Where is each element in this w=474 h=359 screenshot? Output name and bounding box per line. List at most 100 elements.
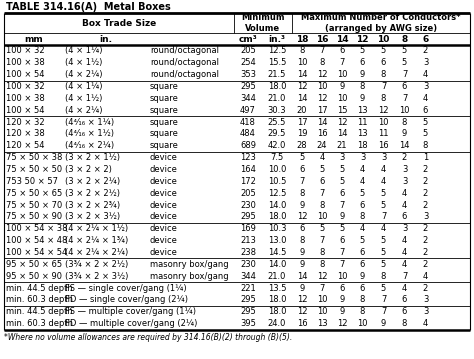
Text: 2: 2 (423, 248, 428, 257)
Text: 10: 10 (317, 213, 327, 222)
Text: 6: 6 (422, 34, 428, 43)
Text: 5: 5 (339, 165, 345, 174)
Text: (4 × 2¼ × 2¼): (4 × 2¼ × 2¼) (65, 248, 128, 257)
Text: 5: 5 (319, 165, 325, 174)
Text: 5: 5 (423, 130, 428, 139)
Text: 4: 4 (402, 201, 407, 210)
Text: 3: 3 (402, 177, 407, 186)
Text: 12: 12 (297, 82, 307, 91)
Text: device: device (150, 189, 178, 198)
Text: device: device (150, 201, 178, 210)
Text: 6: 6 (360, 201, 365, 210)
Text: min. 60.3 depth: min. 60.3 depth (6, 319, 73, 328)
Text: 100 × 38: 100 × 38 (6, 94, 45, 103)
Text: 16: 16 (378, 141, 389, 150)
Text: device: device (150, 177, 178, 186)
Text: 3: 3 (423, 58, 428, 67)
Text: 5: 5 (300, 153, 305, 162)
Text: 21: 21 (337, 141, 347, 150)
Text: 6: 6 (299, 165, 305, 174)
Text: 13: 13 (357, 130, 368, 139)
Text: 18.0: 18.0 (268, 82, 286, 91)
Text: 6: 6 (402, 213, 407, 222)
Text: 7: 7 (319, 46, 325, 55)
Text: (3 × 2 × 1½): (3 × 2 × 1½) (65, 153, 120, 162)
Text: 12: 12 (297, 213, 307, 222)
Text: 95 × 50 × 90: 95 × 50 × 90 (6, 272, 62, 281)
Text: device: device (150, 213, 178, 222)
Text: 42.0: 42.0 (268, 141, 286, 150)
Text: 4: 4 (319, 153, 325, 162)
Text: 10: 10 (377, 34, 390, 43)
Text: 6: 6 (402, 295, 407, 304)
Text: 6: 6 (339, 189, 345, 198)
Text: 12: 12 (317, 70, 327, 79)
Text: 10: 10 (317, 295, 327, 304)
Text: 7: 7 (402, 94, 407, 103)
Text: 13: 13 (317, 319, 328, 328)
Text: 11: 11 (357, 117, 368, 127)
Text: 344: 344 (240, 94, 256, 103)
Text: 9: 9 (339, 82, 345, 91)
Text: 100 × 54 × 54: 100 × 54 × 54 (6, 248, 67, 257)
Text: 6: 6 (360, 284, 365, 293)
Text: 4: 4 (423, 94, 428, 103)
Text: 213: 213 (240, 236, 256, 245)
Text: 10.3: 10.3 (268, 224, 286, 233)
Text: 2: 2 (402, 153, 407, 162)
Text: Box Trade Size: Box Trade Size (82, 19, 156, 28)
Text: 230: 230 (240, 260, 256, 269)
Text: (3 × 2 × 2¼): (3 × 2 × 2¼) (65, 177, 120, 186)
Text: (4 × 1¼): (4 × 1¼) (65, 46, 102, 55)
Text: 8: 8 (423, 141, 428, 150)
Text: 7: 7 (339, 248, 345, 257)
Text: 8: 8 (299, 189, 305, 198)
Text: 75 × 50 × 38: 75 × 50 × 38 (6, 153, 63, 162)
Text: 7: 7 (381, 307, 386, 316)
Text: 5: 5 (339, 177, 345, 186)
Text: 4: 4 (360, 165, 365, 174)
Text: 100 × 32: 100 × 32 (6, 82, 45, 91)
Text: 4: 4 (402, 236, 407, 245)
Text: FS — single cover/gang (1¼): FS — single cover/gang (1¼) (65, 284, 187, 293)
Text: 11: 11 (378, 130, 389, 139)
Text: 9: 9 (360, 70, 365, 79)
Text: 6: 6 (339, 284, 345, 293)
Text: 5: 5 (360, 236, 365, 245)
Text: masonry box/gang: masonry box/gang (150, 260, 228, 269)
Text: 2: 2 (423, 224, 428, 233)
Text: 100 × 54: 100 × 54 (6, 106, 45, 115)
Text: device: device (150, 165, 178, 174)
Text: 14: 14 (399, 141, 410, 150)
Text: 4: 4 (423, 70, 428, 79)
Text: 18.0: 18.0 (268, 307, 286, 316)
Text: 7: 7 (319, 236, 325, 245)
Text: 10: 10 (378, 117, 389, 127)
Text: 12.5: 12.5 (268, 46, 286, 55)
Text: 3: 3 (339, 153, 345, 162)
Text: 14: 14 (337, 130, 347, 139)
Text: 21.0: 21.0 (268, 94, 286, 103)
Text: 10: 10 (317, 307, 327, 316)
Text: 10: 10 (337, 94, 347, 103)
Text: (4⁴⁄₁₆ × 1¼): (4⁴⁄₁₆ × 1¼) (65, 117, 114, 127)
Text: 7.5: 7.5 (270, 153, 283, 162)
Text: 18.0: 18.0 (268, 213, 286, 222)
Text: 9: 9 (360, 94, 365, 103)
Text: 10: 10 (297, 58, 307, 67)
Text: 7: 7 (381, 82, 386, 91)
Text: 6: 6 (381, 58, 386, 67)
Text: 12: 12 (337, 319, 347, 328)
Text: min. 60.3 depth: min. 60.3 depth (6, 295, 73, 304)
Text: 238: 238 (240, 248, 256, 257)
Text: masonry box/gang: masonry box/gang (150, 272, 228, 281)
Text: 8: 8 (319, 248, 325, 257)
Text: (4 × 2¼): (4 × 2¼) (65, 70, 102, 79)
Text: 8: 8 (402, 117, 407, 127)
Text: 13.5: 13.5 (268, 284, 286, 293)
Text: 7: 7 (319, 284, 325, 293)
Text: 353: 353 (240, 70, 256, 79)
Text: 30.3: 30.3 (268, 106, 286, 115)
Text: 14: 14 (297, 70, 307, 79)
Text: 9: 9 (300, 201, 305, 210)
